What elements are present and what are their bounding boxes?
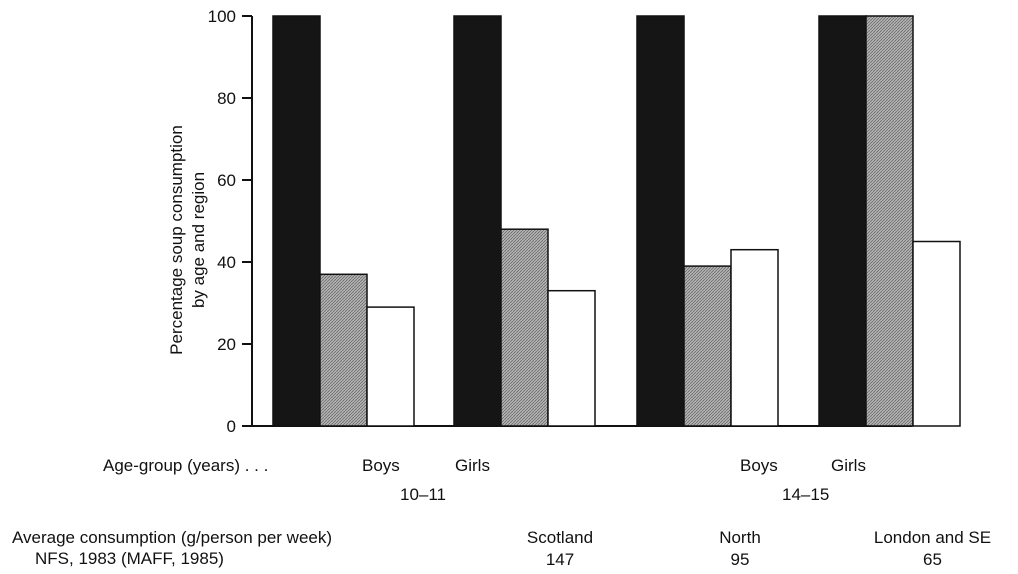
y-axis-label: Percentage soup consumption by age and r… <box>167 125 208 355</box>
region-north-name: North <box>719 528 761 547</box>
y-tick-label: 80 <box>217 89 236 108</box>
region-london-name: London and SE <box>873 528 992 547</box>
region-scotland-value: 147 <box>545 550 575 569</box>
bar-north-2 <box>683 265 732 427</box>
region-scotland-name: Scotland <box>526 528 594 547</box>
bar-london-and-se-1 <box>547 289 596 427</box>
y-tick-label: 0 <box>227 417 236 436</box>
bar-london-and-se-0 <box>366 306 415 427</box>
bar-north-0 <box>319 273 368 427</box>
region-london-value: 65 <box>923 550 942 569</box>
y-axis-label-line-2: by age and region <box>189 172 208 308</box>
age-range-14-15: 14–15 <box>782 485 830 504</box>
age-range-10-11: 10–11 <box>400 485 447 504</box>
bar-north-3 <box>865 15 914 427</box>
age-group-label: Age-group (years) . . . <box>103 456 269 475</box>
y-axis-label-line-1: Percentage soup consumption <box>167 125 186 355</box>
avg-consumption-label: Average consumption (g/person per week) <box>12 528 333 547</box>
bar-london-and-se-2 <box>730 248 779 427</box>
group-label-girls-10-11: Girls <box>455 456 490 475</box>
group-label-boys-10-11: Boys <box>362 456 400 475</box>
region-north-value: 95 <box>730 550 750 569</box>
bar-scotland-3 <box>818 15 867 427</box>
bar-scotland-1 <box>453 15 502 427</box>
y-tick-label: 20 <box>217 335 236 354</box>
y-tick-label: 100 <box>208 7 236 26</box>
bar-scotland-2 <box>636 15 685 427</box>
bar-north-1 <box>500 228 549 427</box>
bar-layer <box>272 15 961 427</box>
avg-consumption-source: NFS, 1983 (MAFF, 1985) <box>35 549 224 568</box>
y-tick-label: 40 <box>217 253 236 272</box>
bar-london-and-se-3 <box>912 240 961 427</box>
y-tick-label: 60 <box>217 171 236 190</box>
group-label-girls-14-15: Girls <box>831 456 866 475</box>
group-label-boys-14-15: Boys <box>740 456 778 475</box>
bar-scotland-0 <box>272 15 321 427</box>
